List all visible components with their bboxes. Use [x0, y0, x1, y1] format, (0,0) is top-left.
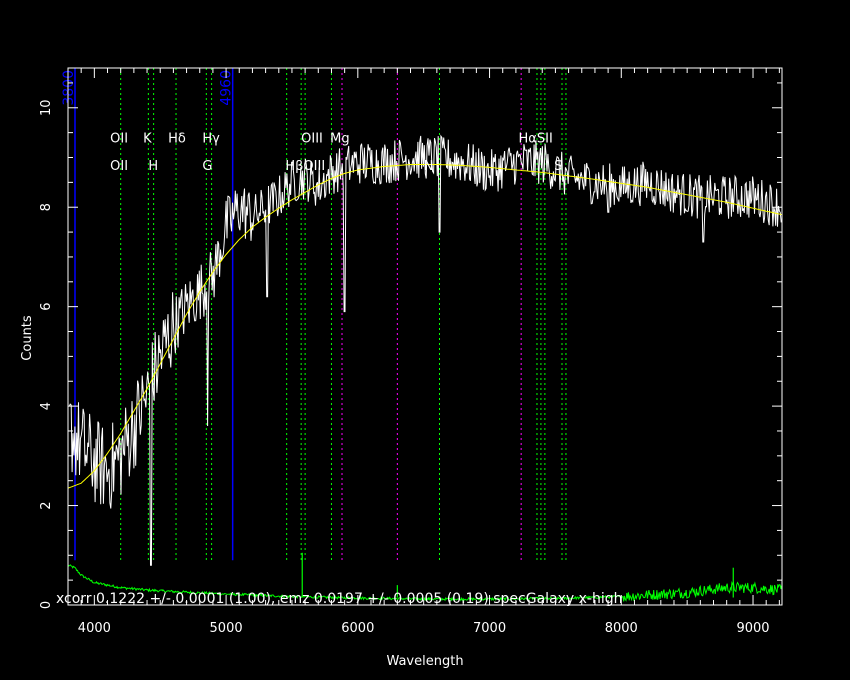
y-tick-label: 0	[39, 601, 54, 609]
spectrum-series-line	[68, 134, 782, 566]
line-id-label: HαSII	[519, 132, 553, 147]
y-tick-label: 6	[39, 303, 54, 311]
y-tick-label: 10	[39, 100, 54, 117]
y-tick-label: 8	[39, 203, 54, 211]
line-labels: OII K Hδ Hγ OIII Mg HαSII OII H G HβOIII N S	[110, 132, 562, 174]
x-tick-label: 9000	[736, 621, 769, 636]
data-series	[67, 134, 783, 602]
x-tick-label: 8000	[605, 621, 638, 636]
line-id-label: N	[424, 159, 434, 174]
y-tick-label: 2	[39, 501, 54, 509]
line-id-label: HβOIII	[285, 159, 325, 174]
x-tick-label: 4000	[78, 621, 111, 636]
line-id-label: OII	[110, 132, 128, 147]
fit-summary-text: xcorr 0.1222 +/- 0.0001 (1.00), emz 0.01…	[56, 591, 623, 607]
model-series-line	[67, 164, 783, 489]
spectral-line-markers: 3800 4960	[61, 68, 567, 561]
x-tick-label: 6000	[341, 621, 374, 636]
line-id-label: Hδ	[168, 132, 186, 147]
y-tick-label: 4	[39, 402, 54, 410]
y-axis-label: Counts	[20, 315, 35, 361]
x-tick-label: 7000	[473, 621, 506, 636]
line-id-label: S	[554, 159, 562, 174]
plot-frame	[67, 67, 783, 606]
line-id-label: OII	[110, 159, 128, 174]
line-id-label: Hγ	[202, 132, 220, 147]
line-id-label: H	[148, 159, 158, 174]
x-axis-label: Wavelength	[386, 654, 463, 669]
line-id-label: Mg	[330, 132, 349, 147]
blue-marker-label: 4960	[219, 70, 235, 106]
x-tick-label: 5000	[210, 621, 243, 636]
error-series-line	[67, 564, 783, 602]
line-id-label: K	[143, 132, 152, 147]
axes: 4000 5000 6000 7000 8000 9000 0 2 4 6 8 10	[39, 67, 783, 636]
line-id-label: OIII	[301, 132, 323, 147]
blue-marker-label: 3800	[61, 70, 77, 106]
line-id-label: G	[202, 159, 212, 174]
